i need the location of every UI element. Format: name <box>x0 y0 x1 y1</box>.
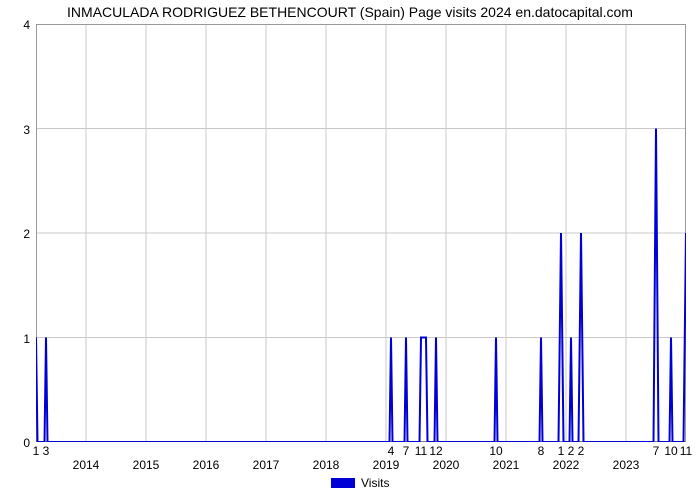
y-tick: 1 <box>23 332 30 346</box>
legend-swatch <box>331 478 355 488</box>
x-point-tick: 12 <box>429 444 442 458</box>
x-point-tick: 1 <box>33 444 40 458</box>
x-point-tick: 2 <box>578 444 585 458</box>
y-tick: 2 <box>23 227 30 241</box>
x-year-tick: 2015 <box>133 458 160 472</box>
x-point-tick: 11 <box>680 444 692 458</box>
x-year-tick: 2019 <box>373 458 400 472</box>
x-point-tick: 3 <box>43 444 50 458</box>
line-chart-svg <box>36 24 686 442</box>
x-point-tick: 11 <box>415 444 427 458</box>
legend-label: Visits <box>361 476 389 490</box>
legend: Visits <box>331 476 389 490</box>
y-tick: 4 <box>23 18 30 32</box>
chart-title: INMACULADA RODRIGUEZ BETHENCOURT (Spain)… <box>0 4 700 20</box>
x-point-tick: 7 <box>653 444 660 458</box>
x-year-tick: 2014 <box>73 458 100 472</box>
x-year-tick: 2016 <box>193 458 220 472</box>
x-year-tick: 2017 <box>253 458 280 472</box>
x-point-tick: 10 <box>489 444 502 458</box>
x-point-tick: 10 <box>664 444 677 458</box>
x-year-tick: 2018 <box>313 458 340 472</box>
x-point-tick: 2 <box>568 444 575 458</box>
chart-container: INMACULADA RODRIGUEZ BETHENCOURT (Spain)… <box>0 0 700 500</box>
x-year-tick: 2022 <box>553 458 580 472</box>
y-tick: 0 <box>23 436 30 450</box>
x-year-tick: 2023 <box>613 458 640 472</box>
plot-area <box>36 24 686 442</box>
x-point-tick: 1 <box>558 444 565 458</box>
x-point-tick: 7 <box>403 444 410 458</box>
x-point-tick: 4 <box>388 444 395 458</box>
x-point-tick: 8 <box>538 444 545 458</box>
y-tick: 3 <box>23 123 30 137</box>
x-year-tick: 2021 <box>493 458 520 472</box>
x-year-tick: 2020 <box>433 458 460 472</box>
